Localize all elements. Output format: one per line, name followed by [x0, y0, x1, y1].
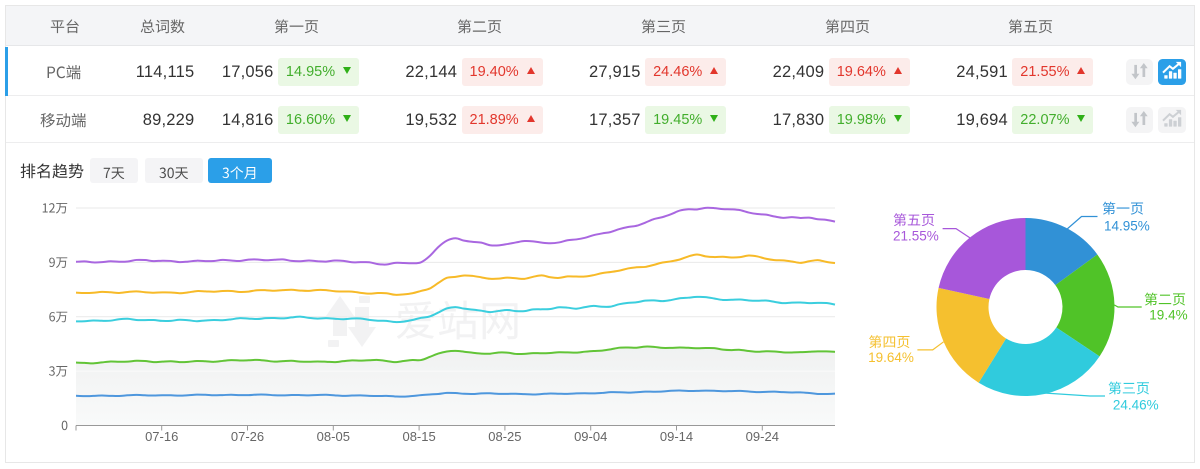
svg-text:08-15: 08-15	[402, 429, 435, 444]
svg-text:09-24: 09-24	[746, 429, 779, 444]
svg-text:24.46%: 24.46%	[1113, 398, 1159, 413]
svg-text:21.55%: 21.55%	[893, 229, 939, 244]
svg-text:14.95%: 14.95%	[1104, 219, 1150, 234]
svg-text:07-16: 07-16	[145, 429, 178, 444]
svg-text:09-14: 09-14	[660, 429, 693, 444]
svg-text:08-25: 08-25	[488, 429, 521, 444]
svg-text:09-04: 09-04	[574, 429, 607, 444]
svg-text:07-26: 07-26	[231, 429, 264, 444]
svg-text:19.4%: 19.4%	[1149, 308, 1187, 323]
svg-text:08-05: 08-05	[317, 429, 350, 444]
svg-text:19.64%: 19.64%	[868, 350, 914, 365]
